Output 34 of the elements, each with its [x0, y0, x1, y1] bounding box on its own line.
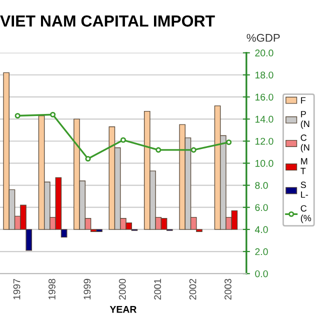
legend-label: S L-: [300, 182, 308, 198]
chart-title: VIET NAM CAPITAL IMPORT: [0, 15, 215, 27]
x-tick-label: 2000: [118, 278, 126, 300]
x-tick-label: 1997: [13, 278, 20, 300]
legend-label: M T: [300, 158, 308, 174]
x-axis-title: YEAR: [110, 306, 137, 313]
legend-label: P (N: [300, 111, 310, 129]
y-tick-label: 14.0: [255, 116, 274, 123]
point: [226, 139, 232, 145]
y-tick-label: 2.0: [255, 248, 268, 256]
x-tick-label: 1998: [48, 278, 56, 300]
point: [156, 147, 162, 153]
y-tick-label: 8.0: [255, 182, 268, 189]
point: [190, 147, 196, 153]
y-tick-label: 12.0: [255, 138, 274, 145]
y-tick-label: 6.0: [255, 204, 268, 211]
point: [50, 112, 56, 118]
y-tick-label: 20.0: [255, 50, 274, 56]
x-tick-label: 2002: [189, 278, 196, 300]
point: [14, 112, 20, 119]
y-axis-title: %GDP: [246, 34, 280, 42]
point: [85, 156, 91, 162]
x-tick-label: 2001: [154, 278, 162, 300]
y-tick-label: 16.0: [255, 94, 274, 101]
point: [120, 137, 126, 143]
x-tick-label: 1999: [84, 278, 91, 300]
x-tick-label: 2003: [224, 278, 232, 300]
legend-label: F: [301, 97, 306, 104]
y-tick-label: 4.0: [254, 226, 268, 234]
y-tick-label: 10.0: [255, 160, 274, 167]
legend-label: C (%: [300, 205, 312, 224]
y-tick-label: 0.0: [255, 270, 268, 278]
y-tick-label: 18.0: [255, 72, 274, 78]
legend-label: C (N: [300, 134, 310, 152]
